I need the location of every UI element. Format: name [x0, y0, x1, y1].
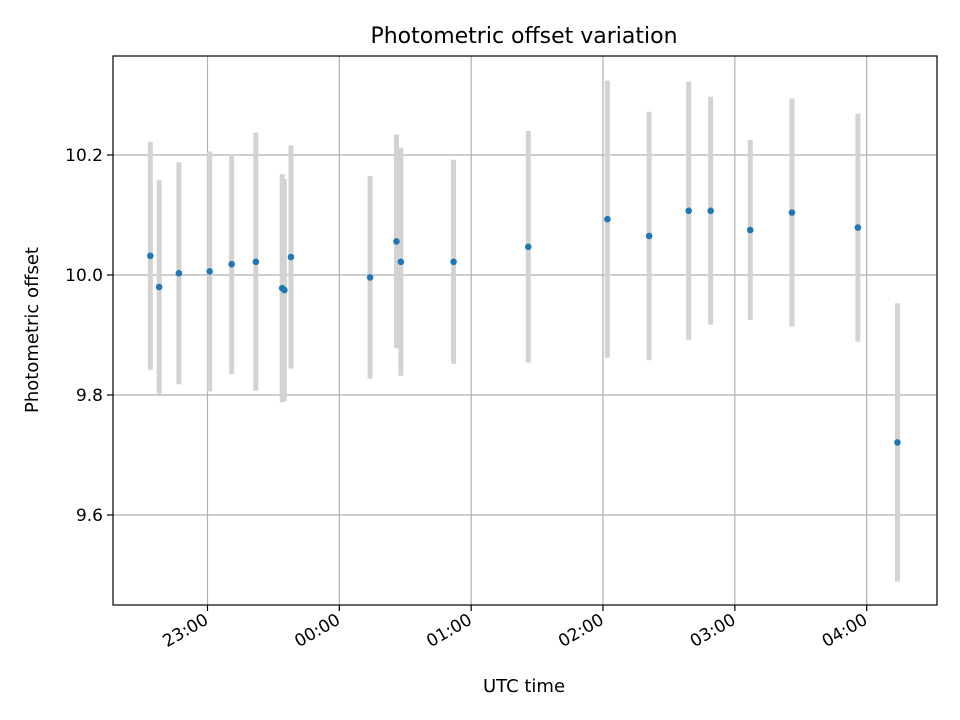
data-point	[147, 252, 154, 260]
y-axis-label: Photometric offset	[22, 247, 43, 413]
y-tick-label: 9.6	[76, 506, 103, 526]
data-point	[175, 269, 183, 277]
data-point	[393, 238, 400, 245]
data-points	[147, 207, 901, 446]
y-tick-label: 10.2	[65, 146, 103, 166]
data-point	[854, 224, 862, 231]
plot-area-frame	[112, 55, 938, 606]
data-point	[252, 258, 260, 266]
data-point	[604, 215, 611, 223]
y-tick-label: 9.8	[76, 386, 103, 406]
data-point	[746, 226, 754, 234]
data-point	[645, 232, 653, 240]
data-point	[397, 258, 405, 266]
data-point	[155, 283, 163, 291]
data-point	[707, 207, 714, 215]
y-tick-label: 10.0	[65, 266, 103, 286]
chart-title: Photometric offset variation	[370, 24, 677, 49]
data-point	[228, 260, 235, 268]
data-point	[287, 253, 295, 261]
x-axis-label: UTC time	[483, 676, 565, 697]
data-point	[788, 209, 796, 216]
data-point	[206, 268, 213, 275]
data-point	[524, 243, 532, 251]
data-point	[281, 286, 288, 294]
data-point	[366, 274, 374, 281]
data-point	[685, 207, 693, 215]
data-point	[450, 258, 457, 266]
grid	[113, 56, 937, 605]
data-point	[894, 439, 901, 446]
